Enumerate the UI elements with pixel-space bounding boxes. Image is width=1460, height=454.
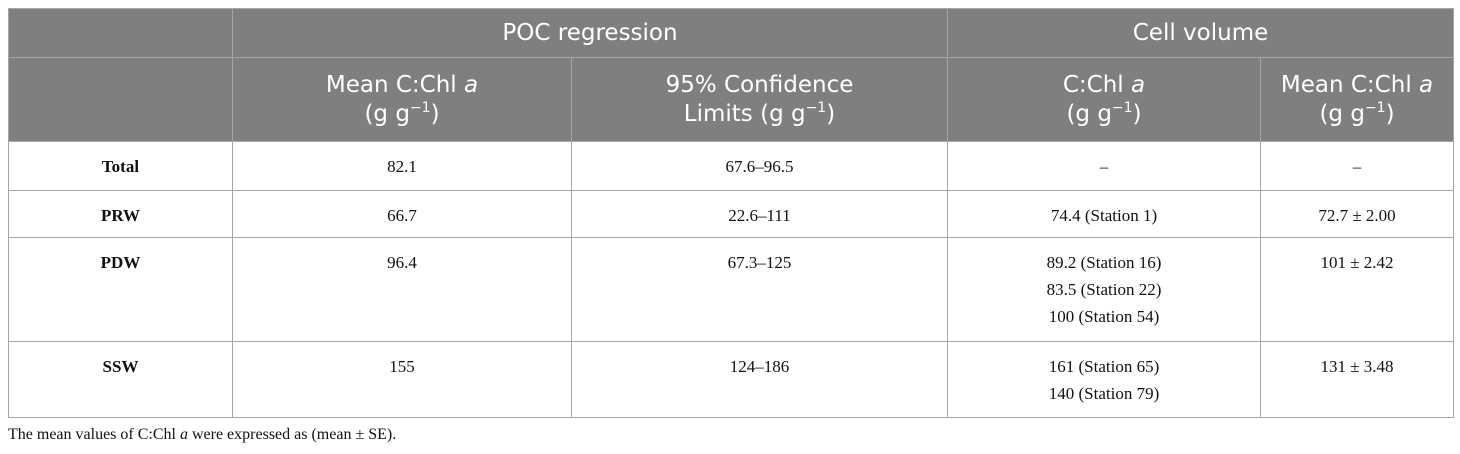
header-column-row: Mean C:Chl a (g g−1) 95% Confidence Limits… — [8, 57, 1455, 142]
table-cell: 82.1 — [232, 141, 572, 191]
table-cell: 72.7 ± 2.00 — [1259, 190, 1455, 238]
footnote-italic: a — [179, 426, 188, 443]
cell-line: 140 (Station 79) — [1048, 384, 1160, 403]
header-sup: −1 — [1111, 99, 1133, 116]
table-cell: – — [1259, 141, 1455, 191]
header-italic: a — [1419, 71, 1434, 98]
header-text: (g g — [1319, 100, 1365, 127]
header-text: C:Chl — [1062, 71, 1132, 98]
header-sup: −1 — [409, 99, 431, 116]
header-text: Mean C:Chl — [1280, 71, 1420, 98]
header-group: Cell volume — [946, 8, 1455, 58]
column-header: Mean C:Chl a (g g−1) — [1259, 57, 1455, 142]
table-cell: 67.3–125 — [571, 237, 948, 342]
data-table: POC regression Cell volume Mean C:Chl a (… — [8, 8, 1455, 418]
header-text: Mean C:Chl — [325, 71, 464, 98]
column-header: 95% Confidence Limits (g g−1) — [571, 57, 948, 142]
table-cell: 89.2 (Station 16) 83.5 (Station 22) 100 (S… — [947, 237, 1261, 342]
footnote: The mean values of C:Chl a were expresse… — [8, 426, 396, 444]
header-italic: a — [464, 71, 479, 98]
footnote-text: were expressed as (mean ± SE). — [187, 426, 397, 443]
table-cell: 74.4 (Station 1) — [947, 190, 1261, 238]
table-header: POC regression Cell volume Mean C:Chl a (… — [8, 8, 1455, 142]
table-cell: 155 — [232, 341, 572, 418]
table-cell: 67.6–96.5 — [571, 141, 948, 191]
table-row: PDW 96.4 67.3–125 89.2 (Station 16) 83.5 (St… — [8, 237, 1455, 342]
header-cell — [8, 57, 233, 142]
cell-line: 155 — [389, 357, 415, 376]
table-cell: – — [947, 141, 1261, 191]
cell-line: 96.4 — [387, 253, 417, 272]
footnote-text: The mean values of C:Chl — [8, 426, 180, 443]
table-cell: 66.7 — [232, 190, 572, 238]
table-cell: 96.4 — [232, 237, 572, 342]
cell-line: 124–186 — [729, 357, 790, 376]
table-body: Total 82.1 67.6–96.5 – – PRW 66.7 22.6–111 74.4 … — [8, 141, 1455, 418]
column-header: C:Chl a (g g−1) — [947, 57, 1261, 142]
header-group: POC regression — [232, 8, 948, 58]
column-header: Mean C:Chl a (g g−1) — [232, 57, 572, 142]
header-text: (g g — [364, 100, 410, 127]
table-row: Total 82.1 67.6–96.5 – – — [8, 141, 1455, 191]
cell-line: 22.6–111 — [728, 206, 791, 225]
table-cell: 161 (Station 65) 140 (Station 79) — [947, 341, 1261, 418]
row-label: Total — [8, 141, 233, 191]
header-italic: a — [1131, 71, 1146, 98]
table-row: SSW 155 124–186 161 (Station 65) 140 (Statio… — [8, 341, 1455, 418]
header-text: ) — [1132, 100, 1142, 127]
table-cell: 101 ± 2.42 — [1259, 237, 1455, 342]
header-text: ) — [1385, 100, 1395, 127]
cell-line: 161 (Station 65) — [1048, 357, 1160, 376]
cell-line: 101 ± 2.42 — [1320, 253, 1394, 272]
header-text: Limits (g g — [683, 100, 806, 127]
cell-line: 66.7 — [387, 206, 417, 225]
row-label: PRW — [8, 190, 233, 238]
header-text: 95% Confidence — [665, 71, 854, 98]
cell-line: 89.2 (Station 16) — [1046, 253, 1162, 272]
cell-line: 67.6–96.5 — [725, 157, 794, 176]
row-label: PDW — [8, 237, 233, 342]
cell-line: 82.1 — [387, 157, 417, 176]
table-cell: 131 ± 3.48 — [1259, 341, 1455, 418]
cell-line: 72.7 ± 2.00 — [1318, 206, 1396, 225]
header-text: (g g — [1066, 100, 1112, 127]
table-row: PRW 66.7 22.6–111 74.4 (Station 1) 72.7 ± 2.… — [8, 190, 1455, 238]
cell-line: – — [1352, 157, 1362, 176]
cell-line: 131 ± 3.48 — [1320, 357, 1394, 376]
table-cell: 22.6–111 — [571, 190, 948, 238]
cell-line: 83.5 (Station 22) — [1046, 280, 1162, 299]
header-sup: −1 — [805, 99, 827, 116]
cell-line: 100 (Station 54) — [1048, 307, 1160, 326]
header-group-row: POC regression Cell volume — [8, 8, 1455, 58]
header-sup: −1 — [1364, 99, 1386, 116]
cell-line: 74.4 (Station 1) — [1050, 206, 1158, 225]
header-text: ) — [430, 100, 440, 127]
cell-line: – — [1099, 157, 1109, 176]
header-cell — [8, 8, 233, 58]
cell-line: 67.3–125 — [727, 253, 792, 272]
table-cell: 124–186 — [571, 341, 948, 418]
header-text: ) — [826, 100, 836, 127]
row-label: SSW — [8, 341, 233, 418]
